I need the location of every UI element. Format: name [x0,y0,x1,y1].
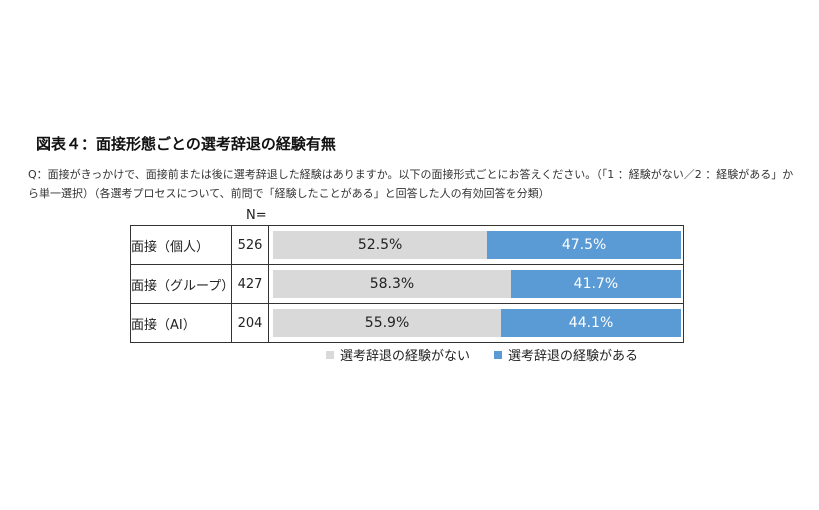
bar-segment-has-experience: 44.1% [501,309,681,337]
category-label: 面接（グループ） [130,264,234,304]
data-label: 58.3% [369,276,415,292]
chart-title: 図表４：面接形態ごとの選考辞退の経験有無 [36,135,336,153]
legend-swatch [326,350,334,359]
chart-row: 面接（グループ） 427 58.3% 41.7% [130,264,684,304]
chart-table: 面接（個人） 526 52.5% 47.5% 面接（グループ） 427 58.3% 41.7%… [130,225,684,343]
data-label: 44.1% [568,315,614,331]
legend-item: 選考辞退の経験がない [326,345,470,364]
bar-segment-no-experience: 58.3% [273,270,511,298]
stacked-bar: 55.9% 44.1% [273,309,681,337]
bar-cell: 58.3% 41.7% [268,264,684,304]
bar-segment-no-experience: 52.5% [273,231,488,259]
bar-cell: 55.9% 44.1% [268,303,684,343]
chart-row: 面接（AI） 204 55.9% 44.1% [130,303,684,343]
n-value: 526 [231,225,269,265]
stacked-bar: 52.5% 47.5% [273,231,681,259]
bar-segment-has-experience: 41.7% [510,270,681,298]
survey-question: Q：面接がきっかけで、面接前または後に選考辞退した経験はありますか。以下の面接形… [28,168,794,200]
legend: 選考辞退の経験がない 選考辞退の経験がある [326,345,638,364]
bar-cell: 52.5% 47.5% [268,225,684,265]
category-label: 面接（AI） [130,303,232,343]
stacked-bar: 58.3% 41.7% [273,270,681,298]
data-label: 55.9% [364,315,410,331]
legend-label: 選考辞退の経験がある [508,349,639,364]
category-label: 面接（個人） [130,225,232,265]
chart-row: 面接（個人） 526 52.5% 47.5% [130,225,684,265]
bar-segment-no-experience: 55.9% [273,309,502,337]
data-label: 47.5% [561,237,607,253]
legend-label: 選考辞退の経験がない [340,349,471,364]
n-value: 427 [231,264,269,304]
n-column-header: N= [246,208,267,223]
legend-item: 選考辞退の経験がある [494,345,638,364]
data-label: 41.7% [573,276,619,292]
data-label: 52.5% [357,237,403,253]
n-value: 204 [231,303,269,343]
bar-segment-has-experience: 47.5% [487,231,681,259]
legend-swatch [494,350,503,359]
